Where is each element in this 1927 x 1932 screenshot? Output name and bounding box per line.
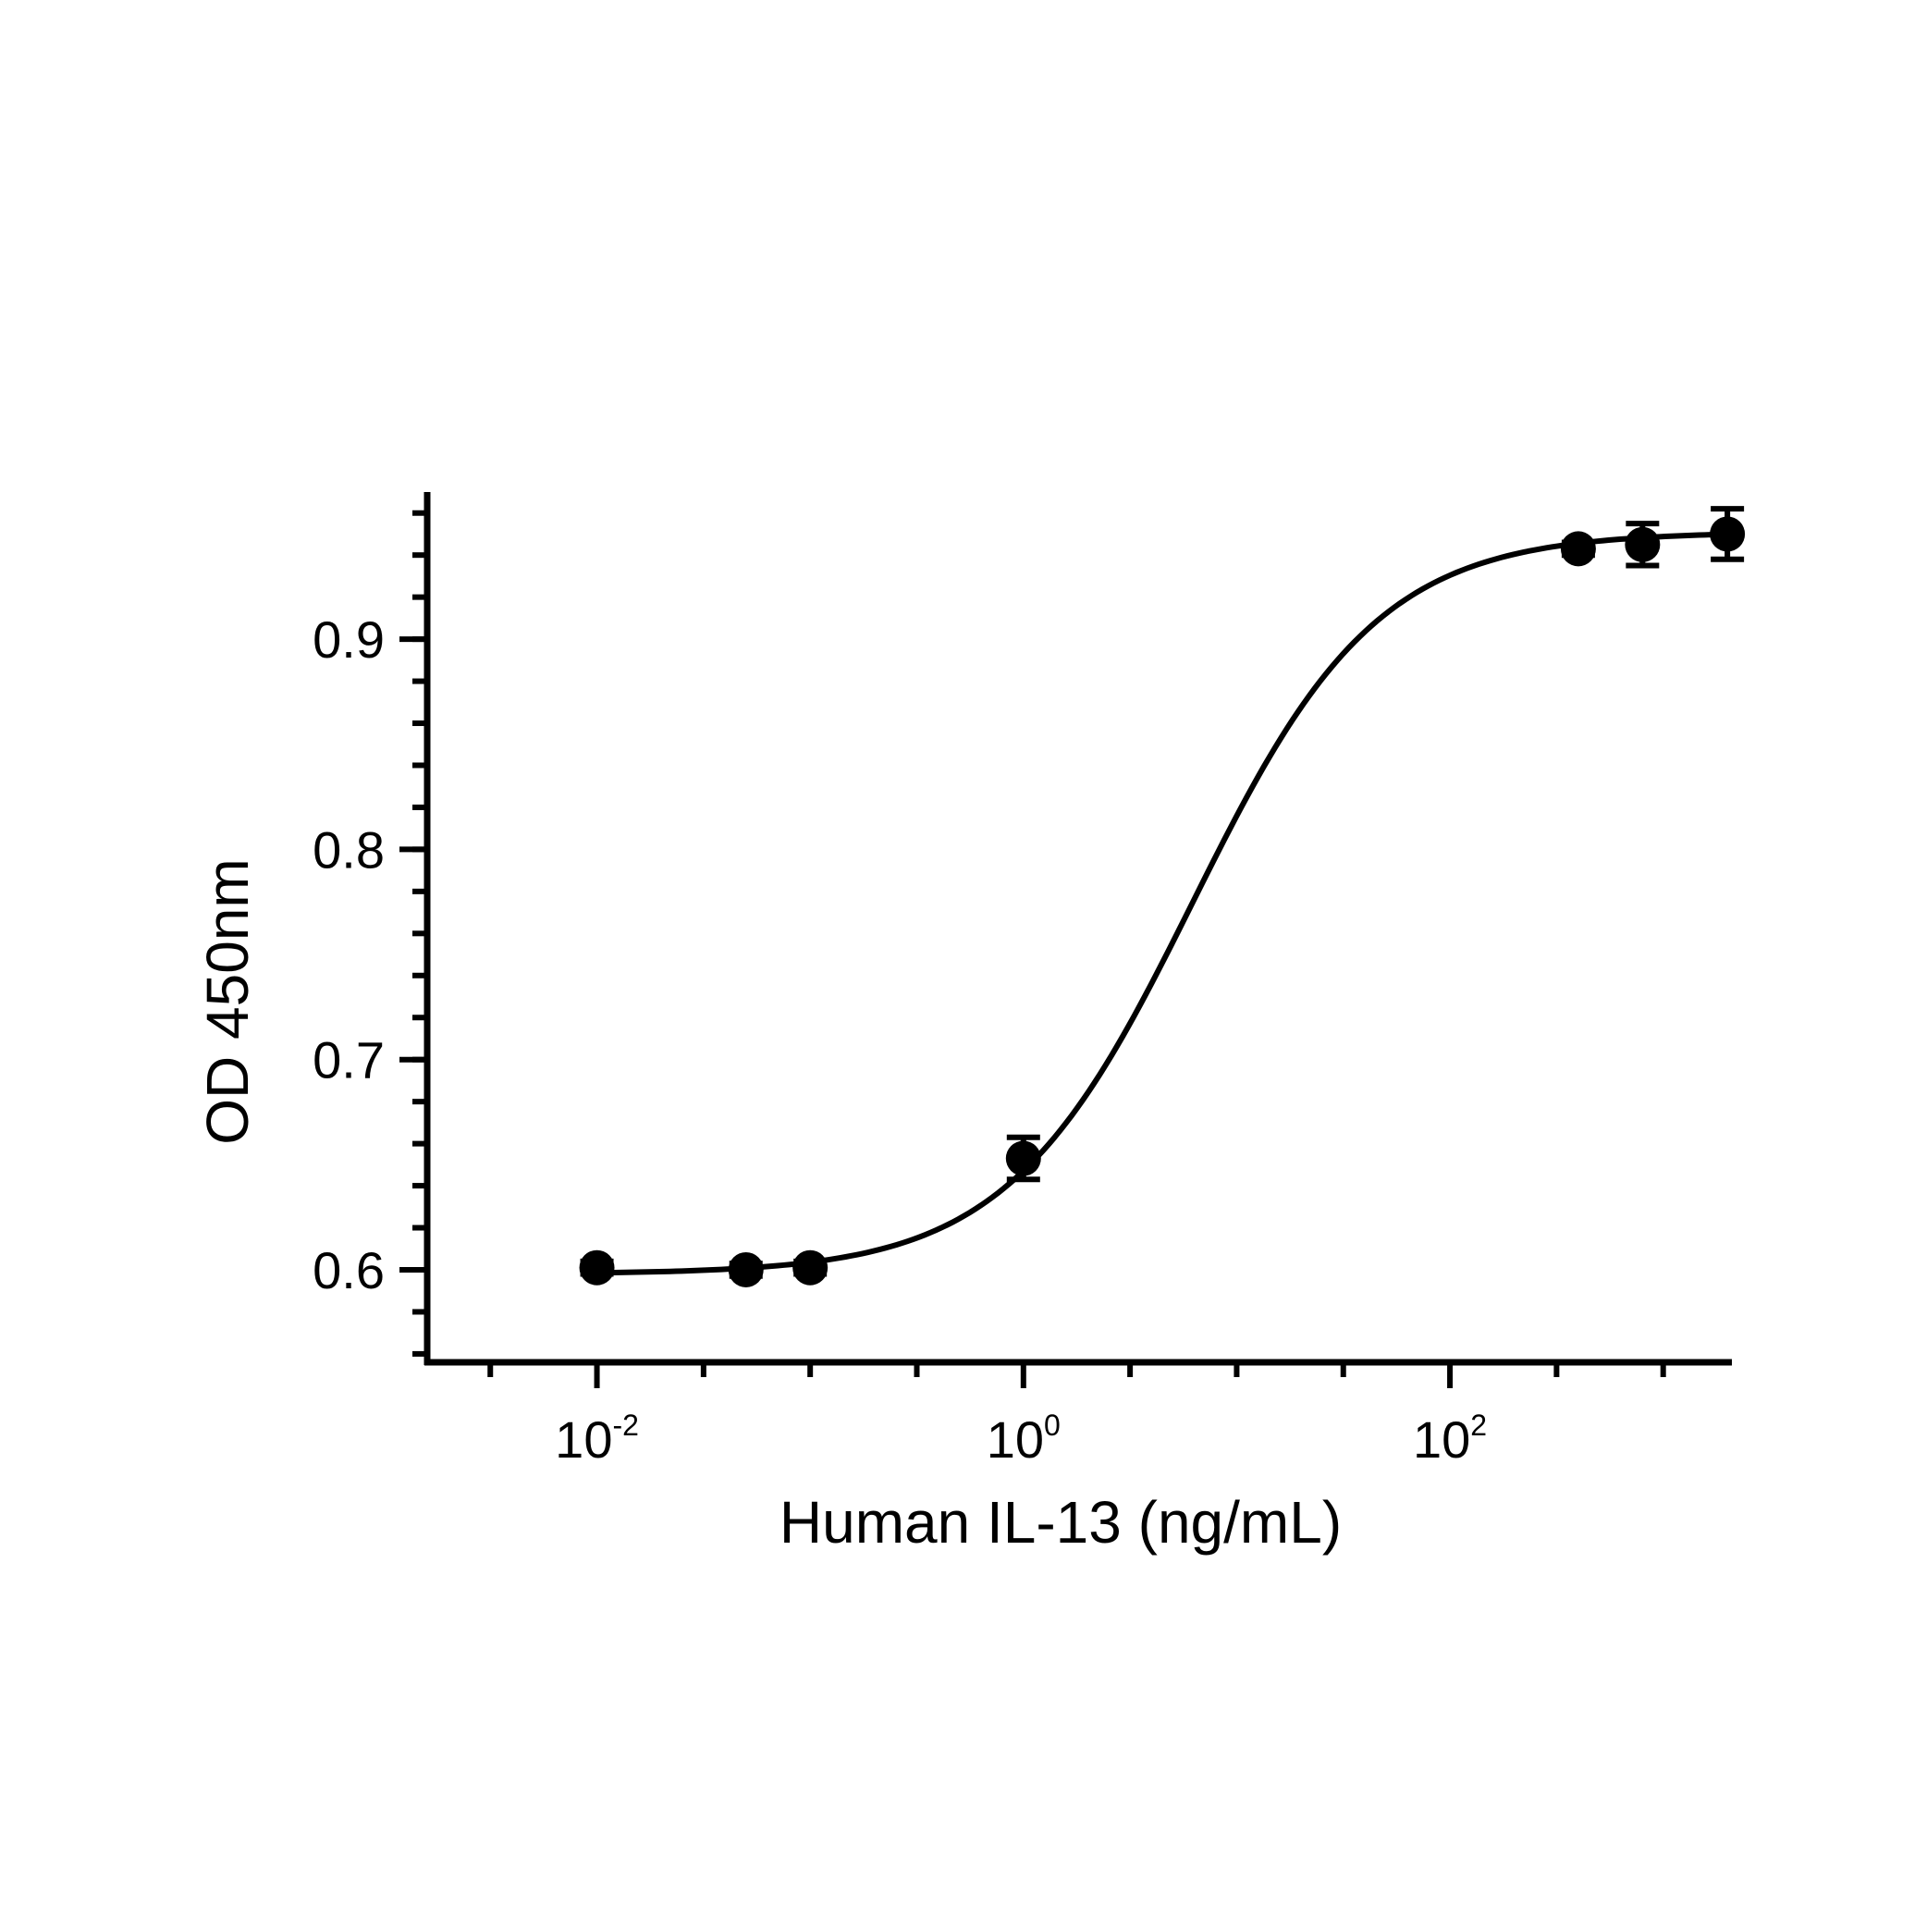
y-axis-title: OD 450nm — [194, 858, 261, 1144]
x-tick-label-base: 10 — [987, 1410, 1044, 1469]
x-axis-title: Human IL-13 (ng/mL) — [779, 1489, 1342, 1556]
y-tick-label: 0.8 — [313, 820, 385, 879]
axes — [399, 492, 1732, 1388]
y-tick-label: 0.6 — [313, 1241, 385, 1299]
data-point — [1005, 1140, 1041, 1176]
x-tick-label-base: 10 — [555, 1410, 612, 1469]
y-tick-label: 0.7 — [313, 1031, 385, 1089]
x-tick-label-exponent: 2 — [1470, 1409, 1487, 1442]
data-points-layer — [579, 506, 1746, 1287]
x-tick-label-exponent: 0 — [1044, 1409, 1061, 1442]
fit-curve-layer — [596, 531, 1728, 1276]
data-point — [792, 1249, 828, 1286]
y-tick-label: 0.9 — [313, 610, 385, 669]
data-point — [1710, 516, 1746, 552]
x-tick-label-exponent: -2 — [612, 1409, 638, 1442]
data-point — [1625, 526, 1661, 562]
data-point — [579, 1249, 615, 1286]
data-point — [1560, 531, 1596, 567]
x-tick-label: 10-2 — [555, 1409, 639, 1469]
fit-curve — [596, 531, 1728, 1276]
tick-labels-layer: 0.60.70.80.910-2 100 102 — [313, 610, 1487, 1469]
x-tick-label: 102 — [1413, 1409, 1487, 1469]
x-tick-label: 100 — [987, 1409, 1061, 1469]
x-tick-label-base: 10 — [1413, 1410, 1470, 1469]
data-point — [728, 1251, 764, 1287]
